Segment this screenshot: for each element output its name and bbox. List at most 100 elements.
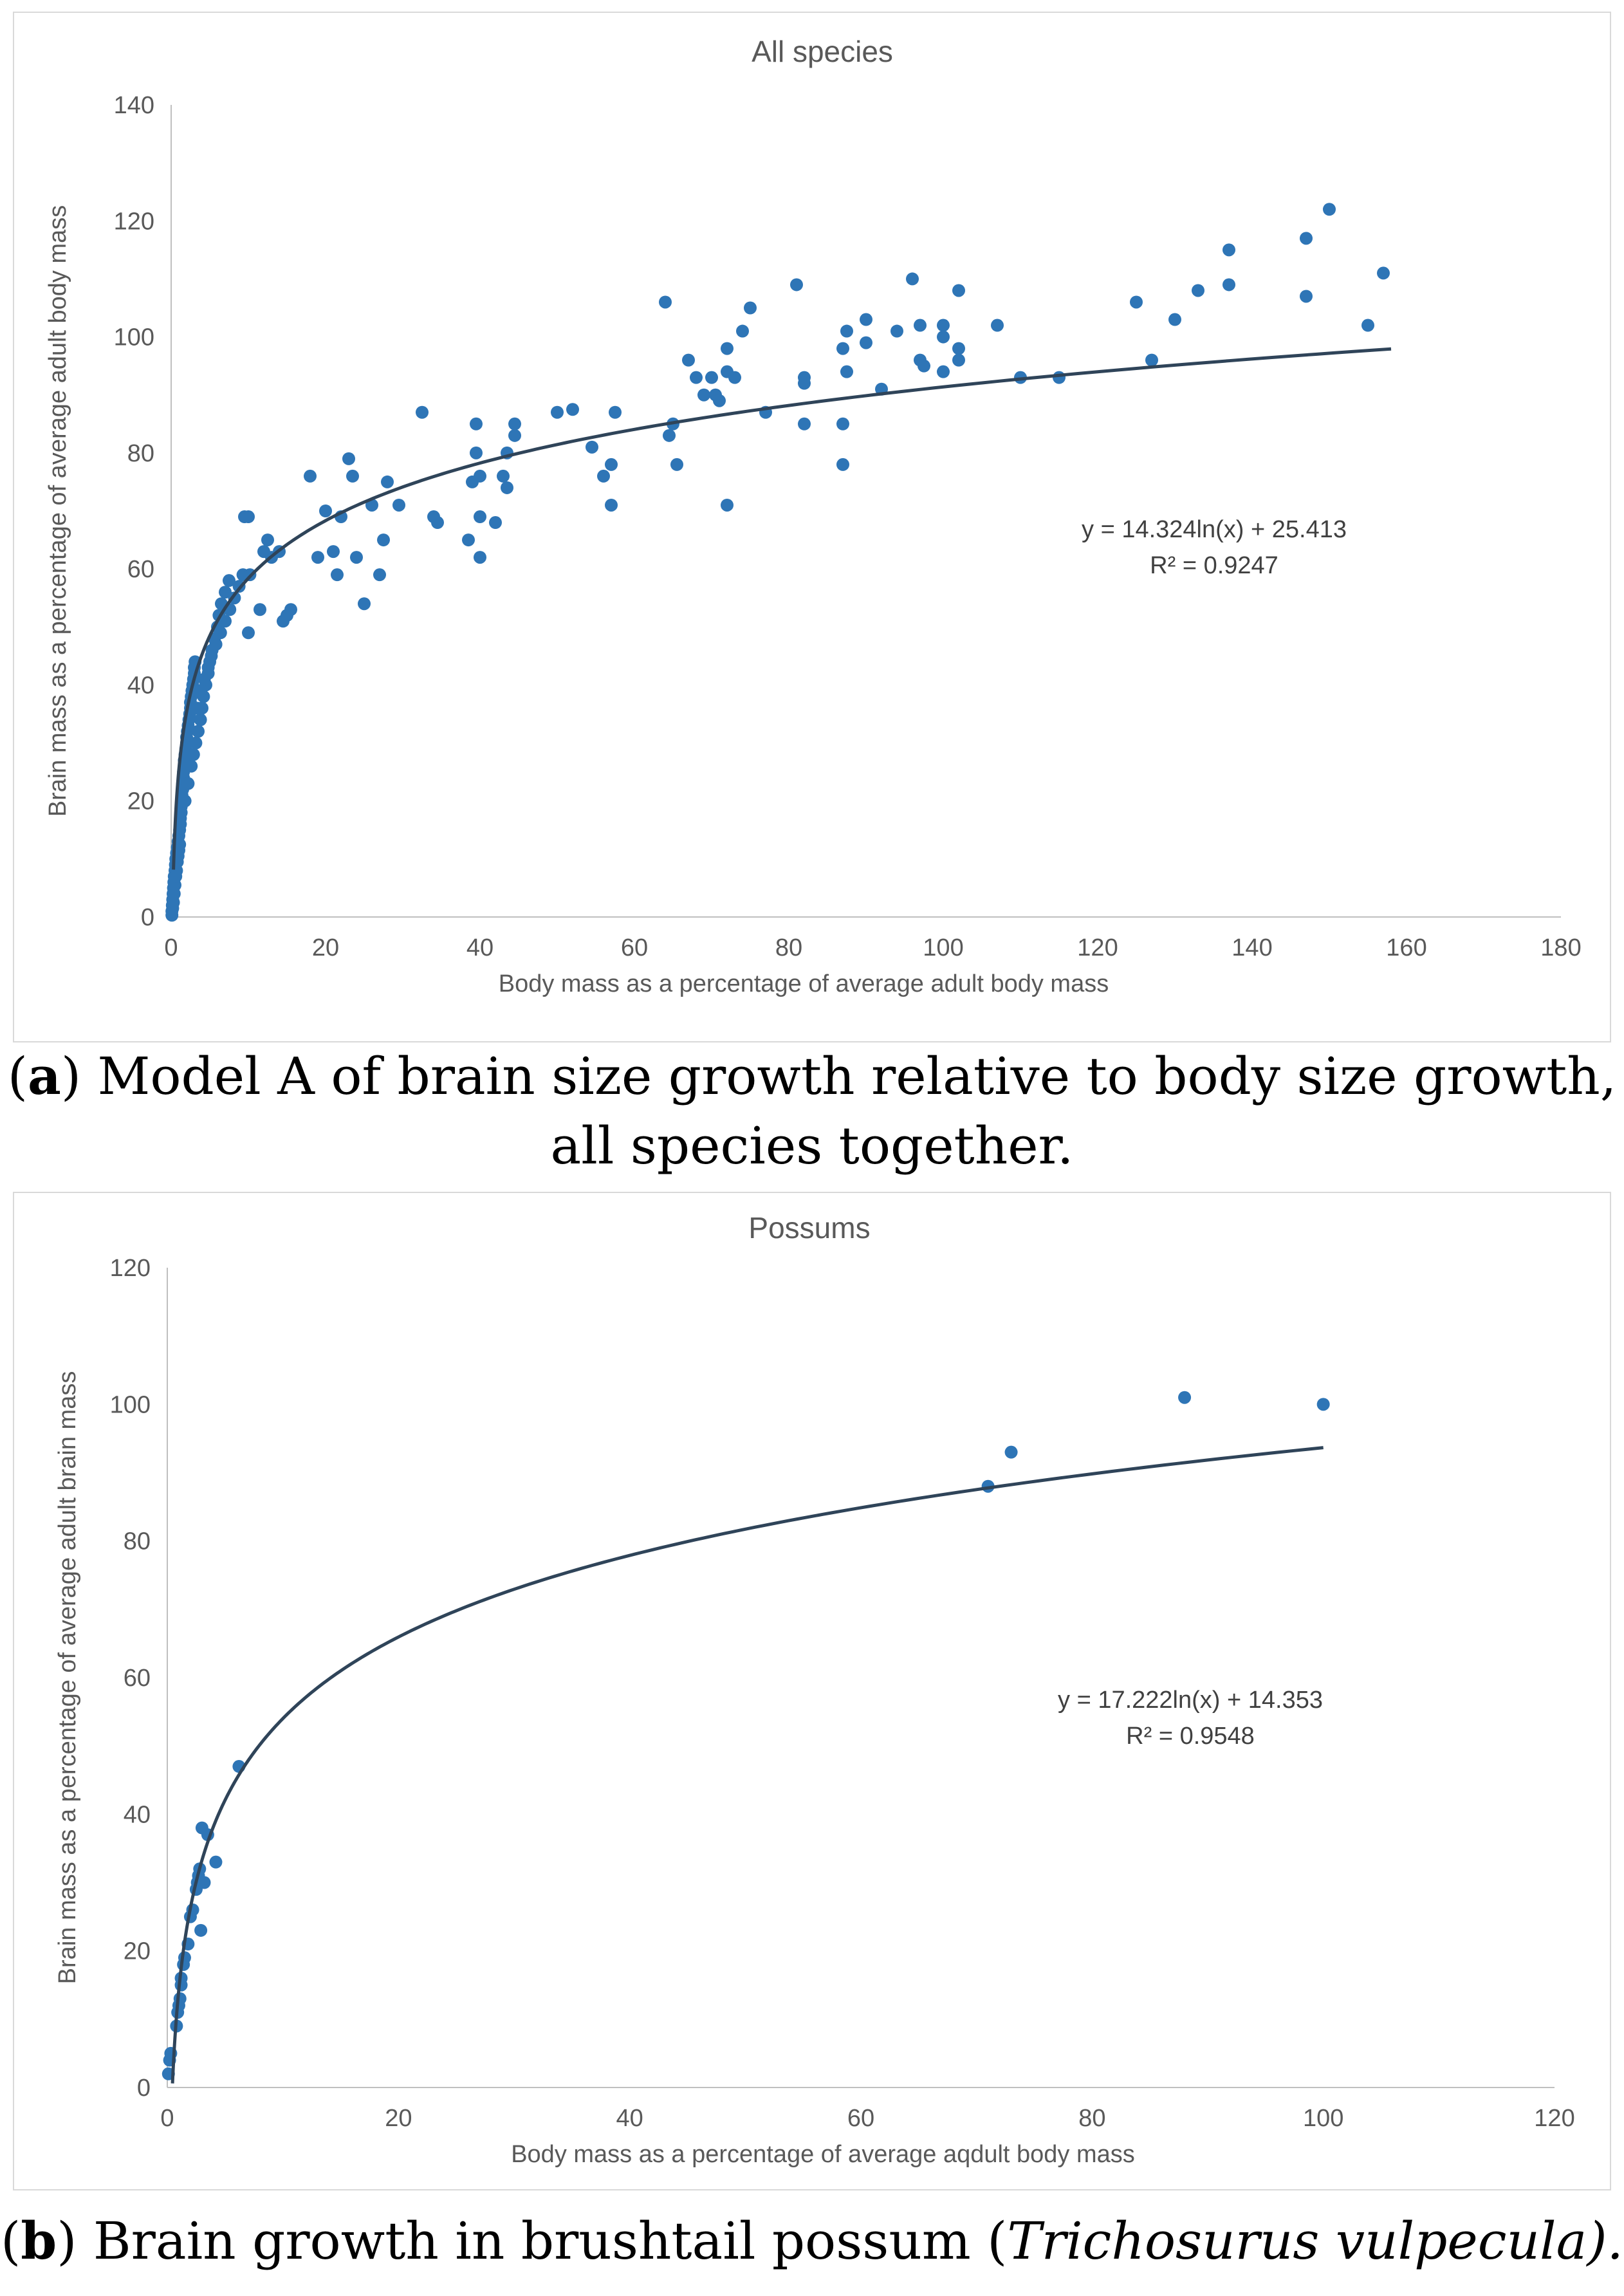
charta-x-tick-label: 0	[164, 934, 178, 961]
charta-x-tick-label: 180	[1540, 934, 1581, 961]
charta-data-point	[474, 551, 486, 564]
charta-trendline-r2: R² = 0.9247	[1150, 552, 1278, 579]
charta-y-tick-label: 140	[114, 92, 154, 119]
charta-data-point	[586, 440, 598, 454]
charta-data-point	[721, 498, 734, 512]
charta-data-point	[242, 626, 255, 640]
charta-x-axis-label: Body mass as a percentage of average adu…	[499, 970, 1109, 997]
charta-y-tick-label: 80	[127, 440, 154, 467]
chartb-y-tick-label: 100	[110, 1391, 151, 1418]
charta-y-tick-label: 120	[114, 208, 154, 235]
chartb-trendline-r2: R² = 0.9548	[1126, 1723, 1255, 1750]
charta-data-point	[836, 458, 849, 471]
caption-b-species: Trichosurus vulpecula).	[1007, 2211, 1623, 2271]
charta-data-point	[187, 748, 200, 761]
charta-data-point	[728, 371, 741, 384]
charta-data-point	[1223, 243, 1235, 257]
charta-data-point	[798, 417, 811, 430]
chartb-data-point	[194, 1923, 208, 1937]
charta-data-point	[1145, 353, 1158, 367]
charta-x-tick-label: 20	[312, 934, 339, 961]
charta-data-point	[431, 516, 444, 530]
charta-data-point	[474, 510, 486, 524]
chartb-trendline-equation: y = 17.222ln(x) + 14.353	[1058, 1687, 1323, 1714]
charta-data-point	[682, 353, 695, 367]
chartb-y-tick-label: 80	[124, 1528, 151, 1555]
charta-data-point	[840, 324, 853, 338]
charta-data-point	[840, 365, 853, 378]
chartb-y-axis-label: Brain mass as a percentage of average ad…	[54, 1371, 81, 1985]
chartb-y-tick-label: 40	[124, 1801, 151, 1828]
chart-possums-svg: Possums 0 20 40 60 80 100 120 0 20 40 60 80 100 120 Bod…	[54, 1211, 1575, 2168]
charta-data-point	[609, 405, 622, 419]
charta-data-point	[952, 342, 965, 355]
charta-data-point	[890, 324, 903, 338]
charta-data-point	[304, 469, 317, 483]
charta-data-point	[181, 777, 195, 790]
chartb-data-point	[198, 1876, 211, 1889]
chartb-x-tick-label: 80	[1078, 2105, 1105, 2132]
charta-y-tick-label: 40	[127, 672, 154, 699]
chartb-y-tick-label: 120	[110, 1255, 151, 1282]
chartb-x-tick-label: 20	[385, 2105, 412, 2132]
charta-data-point	[1361, 319, 1374, 332]
chartb-data-point	[209, 1855, 223, 1869]
charta-data-point	[605, 498, 618, 512]
charta-data-point	[508, 417, 521, 430]
charta-data-point	[713, 394, 726, 407]
charta-data-point	[194, 713, 207, 727]
charta-data-point	[350, 551, 363, 564]
chartb-data-point	[1004, 1445, 1018, 1459]
charta-data-point	[319, 505, 332, 517]
charta-data-point	[470, 446, 483, 459]
chartb-data-point	[1316, 1398, 1330, 1411]
charta-data-point	[1300, 232, 1313, 245]
charta-data-point	[670, 458, 683, 471]
charta-data-point	[219, 586, 232, 599]
caption-a: (a) Model A of brain size growth relativ…	[7, 1046, 1617, 1176]
charta-data-point	[659, 295, 672, 309]
charta-data-point	[1223, 278, 1235, 292]
charta-title: All species	[752, 35, 893, 68]
charta-data-point	[342, 452, 355, 465]
charta-data-point	[192, 725, 205, 738]
charta-data-point	[254, 603, 266, 616]
charta-data-point	[860, 313, 872, 326]
chart-possums: Possums 0 20 40 60 80 100 120 0 20 40 60 80 100 120 Bod…	[13, 1192, 1611, 2190]
charta-data-point	[736, 324, 749, 338]
charta-data-point	[381, 475, 394, 488]
charta-data-point	[508, 429, 521, 442]
charta-data-point	[501, 481, 513, 494]
charta-data-point	[194, 684, 207, 698]
chartb-x-axis-label: Body mass as a percentage of average aqd…	[511, 2141, 1135, 2168]
charta-trendline	[172, 347, 1392, 870]
charta-data-point	[952, 353, 965, 367]
charta-data-point	[705, 371, 718, 384]
charta-data-point	[261, 533, 274, 547]
charta-data-point	[937, 365, 950, 378]
charta-data-point	[798, 376, 811, 390]
charta-data-point	[605, 458, 618, 471]
charta-data-point	[721, 342, 734, 355]
chartb-data-point	[1178, 1391, 1192, 1404]
charta-data-point	[906, 272, 919, 286]
chartb-trendline	[171, 1446, 1324, 2084]
charta-y-tick-label: 0	[141, 904, 154, 931]
charta-y-tick-label: 20	[127, 788, 154, 815]
charta-data-point	[1053, 371, 1066, 384]
charta-y-axis-label: Brain mass as a percentage of average ad…	[44, 205, 71, 817]
charta-data-point	[991, 319, 1004, 332]
chartb-y-tick-label: 0	[137, 2075, 151, 2102]
charta-data-point	[1300, 290, 1313, 303]
charta-data-point	[836, 342, 849, 355]
chartb-x-tick-label: 0	[160, 2105, 174, 2132]
charta-x-tick-label: 100	[923, 934, 963, 961]
chartb-x-tick-label: 60	[847, 2105, 874, 2132]
charta-data-point	[209, 638, 223, 651]
charta-data-point	[937, 330, 950, 344]
charta-data-point	[489, 516, 502, 530]
charta-data-point	[185, 759, 198, 773]
chartb-title: Possums	[748, 1211, 870, 1245]
charta-y-tick-label: 60	[127, 556, 154, 583]
chartb-y-tick-label: 60	[124, 1665, 151, 1692]
